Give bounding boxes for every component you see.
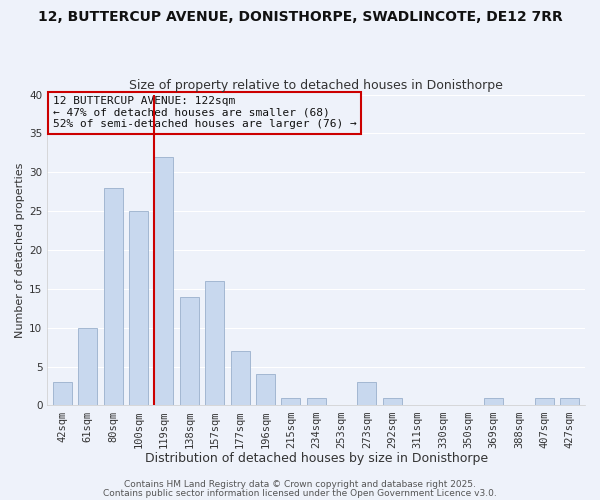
Bar [180,296,199,406]
Bar [484,398,503,406]
Bar [560,398,579,406]
Bar [53,382,72,406]
Bar [79,328,97,406]
Bar [535,398,554,406]
Bar [256,374,275,406]
Bar [230,351,250,406]
Y-axis label: Number of detached properties: Number of detached properties [15,162,25,338]
Text: 12, BUTTERCUP AVENUE, DONISTHORPE, SWADLINCOTE, DE12 7RR: 12, BUTTERCUP AVENUE, DONISTHORPE, SWADL… [38,10,562,24]
Text: Contains HM Land Registry data © Crown copyright and database right 2025.: Contains HM Land Registry data © Crown c… [124,480,476,489]
Text: 12 BUTTERCUP AVENUE: 122sqm
← 47% of detached houses are smaller (68)
52% of sem: 12 BUTTERCUP AVENUE: 122sqm ← 47% of det… [53,96,356,130]
Text: Contains public sector information licensed under the Open Government Licence v3: Contains public sector information licen… [103,489,497,498]
Bar [129,211,148,406]
Bar [358,382,376,406]
Bar [104,188,123,406]
Bar [281,398,300,406]
Bar [154,156,173,406]
Title: Size of property relative to detached houses in Donisthorpe: Size of property relative to detached ho… [129,79,503,92]
Bar [205,281,224,406]
Bar [307,398,326,406]
X-axis label: Distribution of detached houses by size in Donisthorpe: Distribution of detached houses by size … [145,452,488,465]
Bar [383,398,402,406]
